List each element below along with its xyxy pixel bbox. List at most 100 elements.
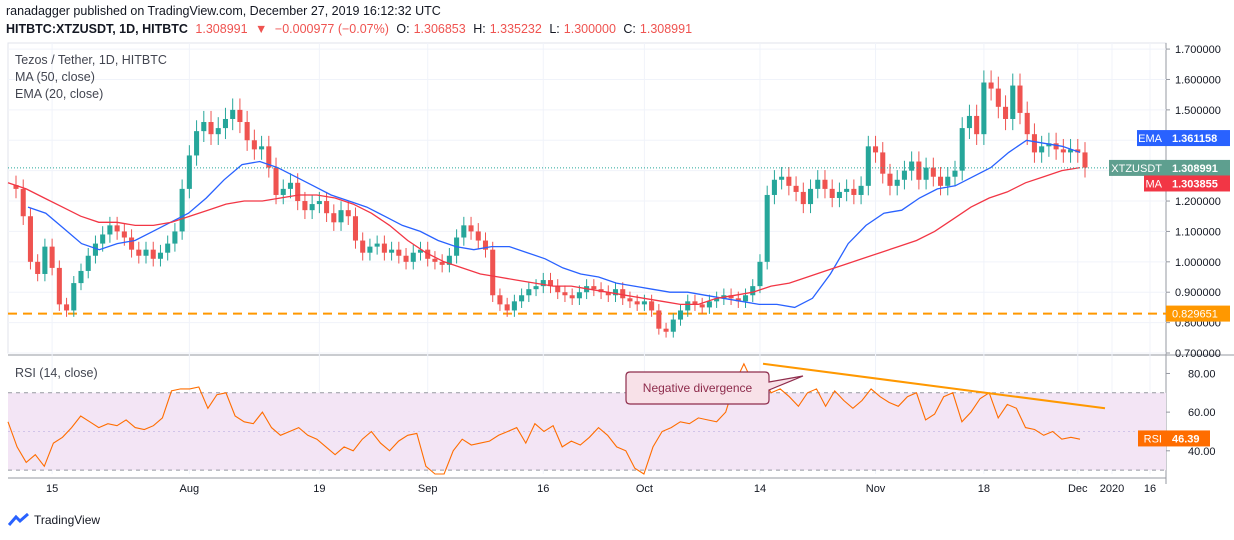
candle-body: [324, 201, 330, 214]
down-arrow-icon: ▼: [255, 22, 268, 36]
x-tick-label: 2020: [1100, 483, 1124, 495]
candle-body: [822, 179, 828, 189]
open-label: O:: [396, 22, 410, 36]
rsi-line: [7, 362, 1081, 475]
candle-body: [547, 280, 554, 287]
candle-body: [923, 167, 929, 180]
candle-body: [208, 122, 214, 135]
y-tick-label: 1.000000: [1175, 257, 1221, 269]
candle-body: [511, 301, 517, 311]
x-tick-label: Sep: [418, 483, 438, 495]
x-tick-label: 19: [313, 483, 325, 495]
candle-body: [793, 185, 799, 192]
candle-body: [403, 255, 409, 262]
support-value-label: 0.829651: [1172, 309, 1218, 321]
x-tick-label: 14: [754, 483, 766, 495]
candle-body: [331, 213, 337, 223]
candle-body: [1046, 143, 1052, 147]
rsi-axis-tag: [1138, 430, 1166, 447]
candle-body: [92, 243, 98, 256]
candle-body: [930, 167, 936, 177]
candle-body: [952, 170, 958, 177]
axis-value-xtzusdt: [1166, 159, 1230, 176]
high-value: 1.335232: [489, 22, 542, 36]
y-tick-label: 1.700000: [1175, 44, 1221, 56]
candle-body: [1003, 106, 1009, 119]
candle-body: [439, 261, 445, 265]
candle-body: [591, 286, 597, 290]
candle-body: [179, 188, 185, 232]
candle-body: [829, 188, 835, 198]
candle-body: [136, 249, 142, 256]
candle-body: [692, 301, 698, 305]
x-tick-label: 16: [1144, 483, 1156, 495]
candle-body: [381, 243, 387, 253]
rsi-y-tick-label: 40.00: [1188, 446, 1216, 458]
candle-body: [121, 231, 127, 238]
symbol-info: HITBTC:XTZUSDT, 1D, HITBTC 1.308991 ▼ −0…: [6, 22, 696, 36]
candle-body: [670, 319, 676, 332]
candle-body: [295, 182, 301, 202]
y-tick-label: 1.600000: [1175, 74, 1221, 86]
candle-body: [215, 128, 221, 135]
candle-body: [504, 304, 510, 311]
y-tick-label: 0.900000: [1175, 287, 1221, 299]
candle-body: [302, 201, 308, 211]
ema-line: [27, 139, 1081, 309]
candle-body: [396, 249, 402, 256]
candle-body: [1039, 146, 1045, 153]
candle-body: [338, 210, 344, 223]
rsi-axis-value: [1166, 430, 1210, 447]
candle-body: [410, 252, 416, 262]
candle-body: [186, 155, 192, 189]
candle-body: [280, 188, 286, 195]
publish-text: ranadagger published on TradingView.com,…: [6, 4, 441, 18]
axis-value-label: 1.308991: [1172, 163, 1218, 175]
low-value: 1.300000: [563, 22, 616, 36]
candle-body: [114, 225, 120, 232]
candle-body: [1075, 149, 1081, 153]
candle-body: [699, 304, 705, 308]
ma-legend: MA (50, close): [15, 70, 95, 84]
x-tick-label: 16: [537, 483, 549, 495]
candle-body: [287, 182, 294, 189]
candle-body: [576, 292, 582, 299]
candle-body: [742, 295, 749, 302]
candle-body: [446, 255, 452, 265]
candle-body: [143, 249, 149, 256]
candle-body: [259, 146, 265, 150]
footer: TradingView: [8, 513, 100, 527]
last-price: 1.308991: [195, 22, 248, 36]
candle-body: [800, 191, 806, 205]
candle-body: [194, 131, 200, 156]
x-tick-label: Nov: [866, 483, 886, 495]
candle-body: [627, 298, 633, 302]
candle-body: [988, 82, 994, 89]
candle-body: [1031, 134, 1037, 153]
candle-body: [771, 179, 777, 195]
rsi-legend: RSI (14, close): [15, 366, 98, 380]
candle-body: [865, 146, 871, 186]
candle-body: [620, 289, 626, 299]
candle-body: [316, 201, 322, 205]
candle-body: [540, 280, 546, 287]
candle-body: [750, 286, 756, 296]
candle-body: [909, 161, 915, 171]
y-tick-label: 1.500000: [1175, 105, 1221, 117]
candle-body: [641, 301, 647, 305]
candle-body: [85, 255, 91, 271]
candle-body: [1010, 85, 1016, 119]
candle-body: [374, 243, 380, 247]
publish-info: ranadagger published on TradingView.com,…: [6, 4, 445, 18]
candle-body: [389, 249, 395, 253]
tradingview-logo-icon: [8, 513, 29, 526]
candle-body: [779, 176, 785, 180]
candle-body: [244, 122, 250, 141]
candle-body: [27, 216, 33, 262]
candle-body: [273, 167, 279, 195]
candle-body: [100, 234, 106, 244]
candle-body: [612, 289, 619, 296]
candle-body: [555, 286, 561, 293]
chart-title: Tezos / Tether, 1D, HITBTC: [15, 53, 167, 67]
